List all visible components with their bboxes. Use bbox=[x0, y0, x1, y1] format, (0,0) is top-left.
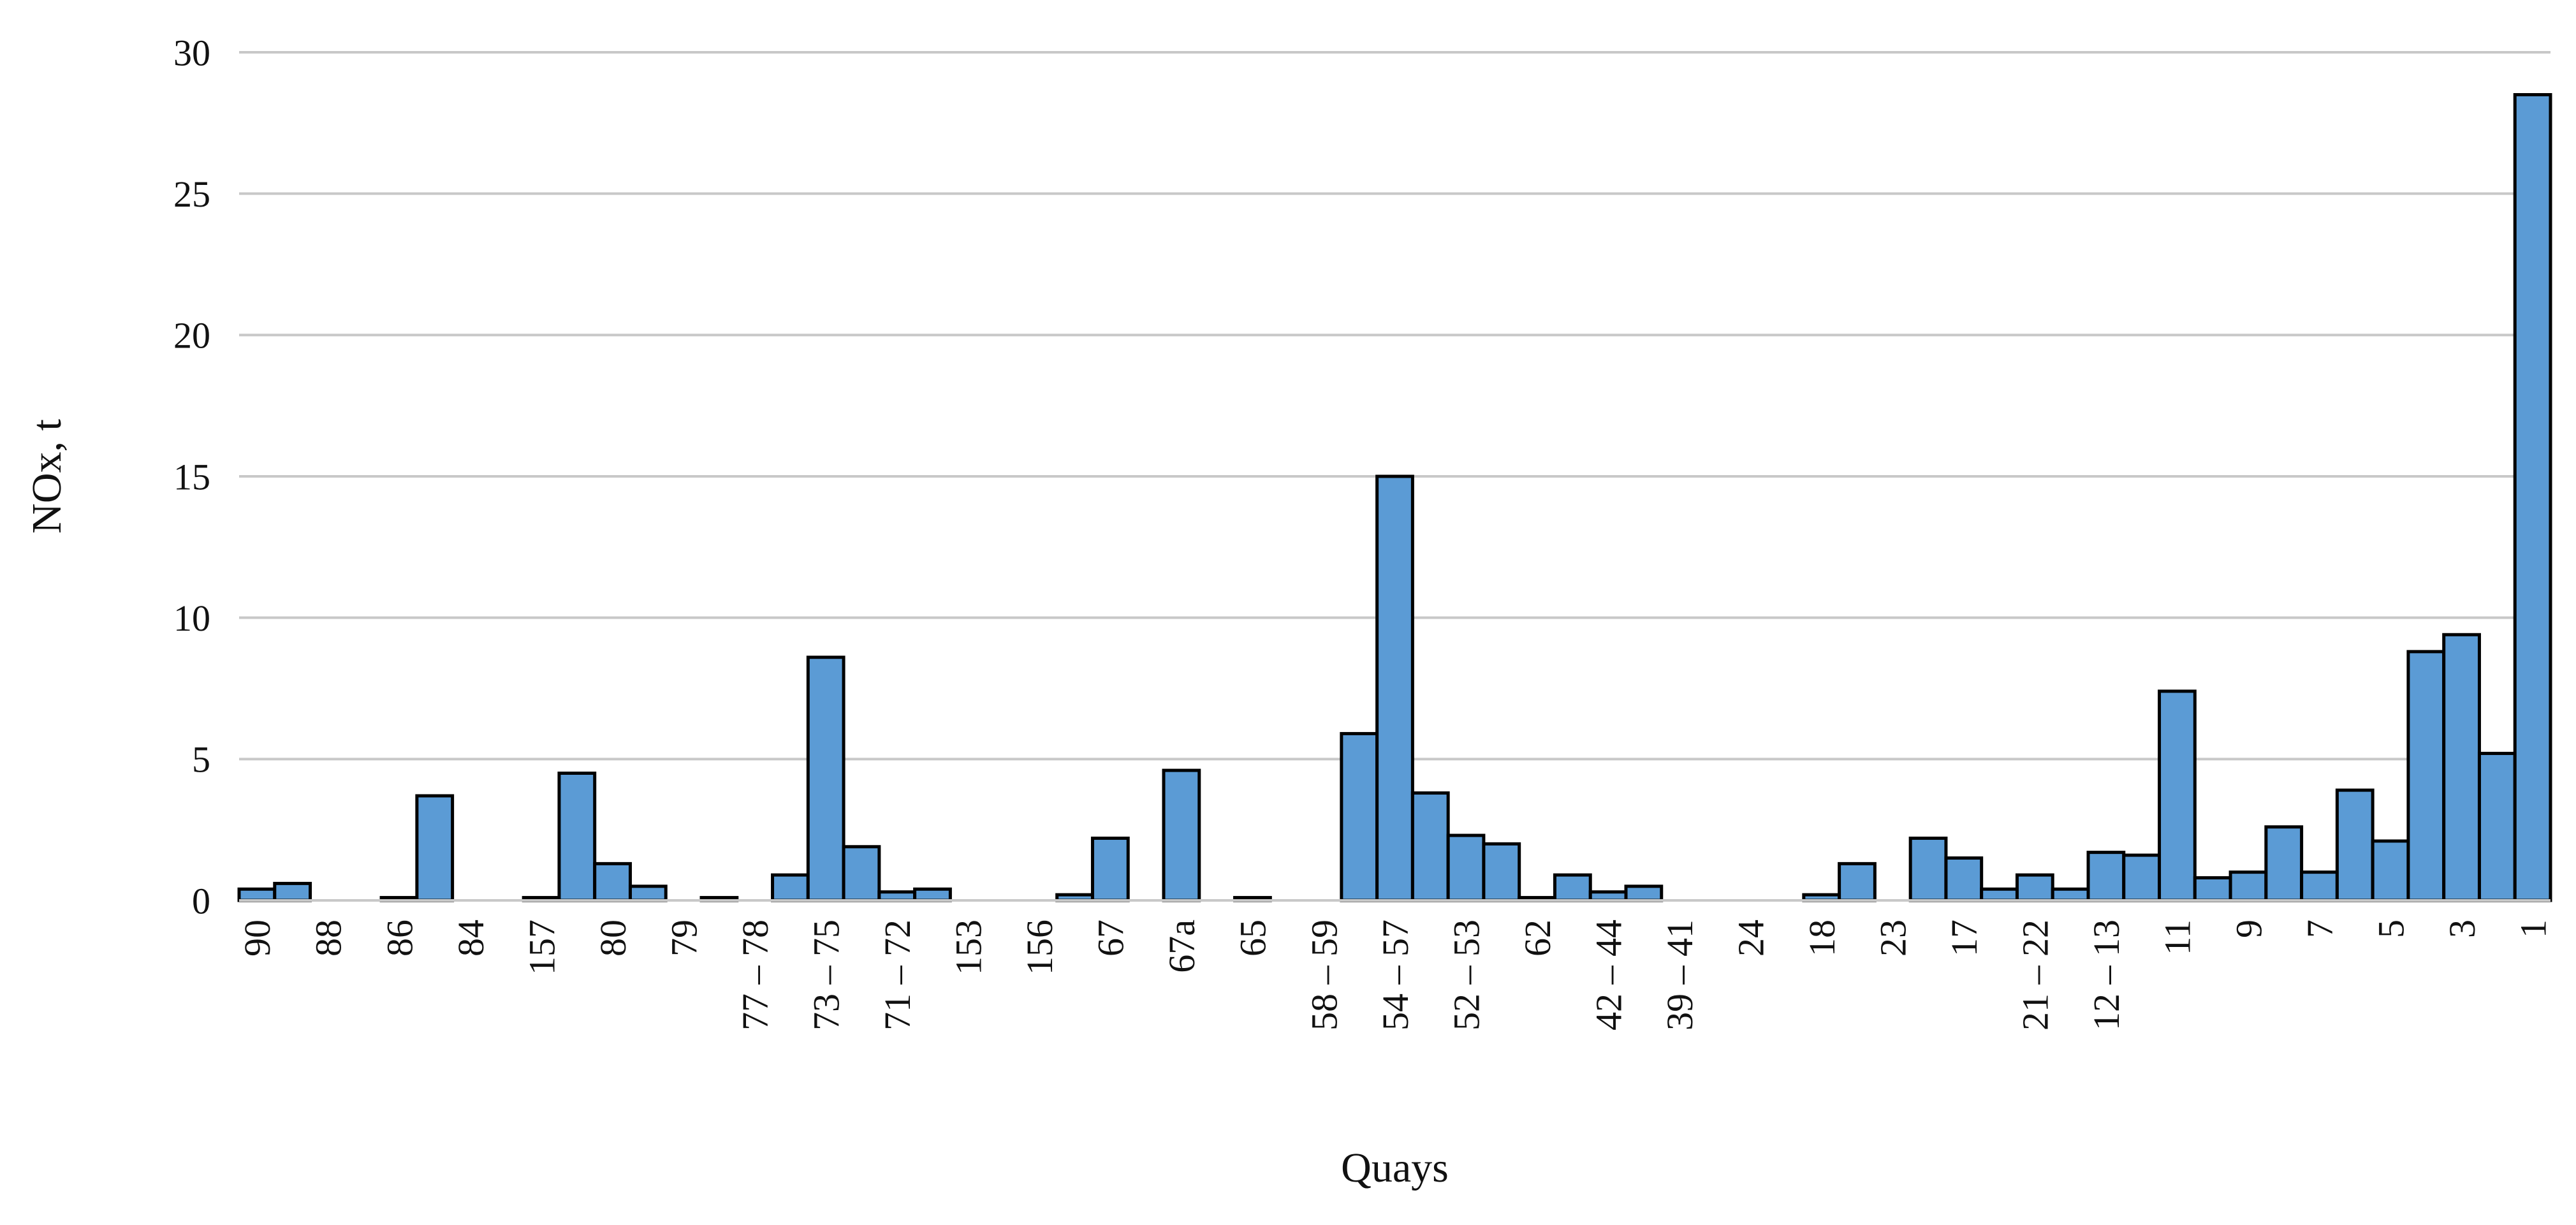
x-tick-label: 52 – 53 bbox=[1445, 920, 1487, 1031]
bar bbox=[842, 845, 881, 902]
x-tick-label: 79 bbox=[663, 920, 705, 957]
bar bbox=[1624, 884, 1664, 902]
bar bbox=[1340, 731, 1379, 902]
bar bbox=[771, 873, 810, 902]
y-tick-label: 10 bbox=[173, 598, 210, 639]
bar bbox=[237, 887, 277, 902]
bar bbox=[913, 887, 952, 902]
y-tick-label: 30 bbox=[173, 32, 210, 73]
bar bbox=[2264, 825, 2304, 902]
bar bbox=[2122, 853, 2162, 902]
x-tick-label: 71 – 72 bbox=[877, 920, 918, 1031]
bar bbox=[2513, 93, 2552, 902]
bar bbox=[2406, 650, 2446, 902]
x-tick-label: 77 – 78 bbox=[735, 920, 776, 1031]
x-tick-label: 86 bbox=[379, 920, 420, 957]
x-tick-label: 24 bbox=[1730, 920, 1771, 957]
bar bbox=[1553, 873, 1592, 902]
bar bbox=[2015, 873, 2054, 902]
bar bbox=[415, 794, 455, 902]
x-axis-label: Quays bbox=[1341, 1145, 1449, 1191]
x-tick-label: 5 bbox=[2370, 920, 2411, 938]
y-tick-label: 15 bbox=[173, 456, 210, 497]
y-tick-label: 0 bbox=[192, 880, 210, 921]
bar bbox=[1482, 842, 1521, 902]
bar bbox=[1446, 833, 1486, 902]
x-tick-label: 67 bbox=[1090, 920, 1132, 957]
bar bbox=[2335, 788, 2375, 902]
x-tick-label: 42 – 44 bbox=[1588, 920, 1629, 1031]
bar bbox=[1944, 856, 1984, 902]
x-tick-label: 58 – 59 bbox=[1303, 920, 1345, 1031]
bar bbox=[2051, 887, 2090, 902]
bar bbox=[1980, 887, 2019, 902]
x-tick-label: 65 bbox=[1233, 920, 1274, 957]
x-tick-label: 88 bbox=[308, 920, 349, 957]
bar bbox=[1375, 474, 1414, 902]
bar bbox=[1838, 862, 1877, 902]
bar bbox=[2371, 839, 2410, 902]
bar bbox=[1908, 836, 1948, 902]
x-tick-label: 21 – 22 bbox=[2015, 920, 2056, 1031]
x-tick-label: 156 bbox=[1019, 920, 1060, 975]
y-tick-label: 5 bbox=[192, 739, 210, 781]
x-tick-label: 90 bbox=[237, 920, 278, 957]
bar bbox=[273, 881, 312, 902]
x-tick-label: 39 – 41 bbox=[1659, 920, 1701, 1031]
x-tick-label: 9 bbox=[2228, 920, 2269, 938]
x-tick-label: 73 – 75 bbox=[805, 920, 847, 1031]
y-tick-label: 25 bbox=[173, 173, 210, 215]
bar bbox=[1090, 836, 1130, 902]
bar bbox=[557, 772, 597, 902]
bar bbox=[1162, 768, 1201, 902]
x-tick-label: 12 – 13 bbox=[2086, 920, 2127, 1031]
bar bbox=[2477, 751, 2517, 902]
bar bbox=[2442, 633, 2481, 902]
x-tick-label: 11 bbox=[2157, 920, 2199, 955]
x-tick-label: 3 bbox=[2441, 920, 2483, 938]
x-tick-label: 7 bbox=[2299, 920, 2341, 938]
x-tick-label: 62 bbox=[1517, 920, 1558, 957]
x-tick-label: 54 – 57 bbox=[1375, 920, 1416, 1031]
bar bbox=[2158, 689, 2197, 902]
bar bbox=[806, 656, 845, 902]
y-axis-tick-labels: 0 5 10 15 20 25 30 bbox=[173, 32, 210, 921]
bar bbox=[2300, 870, 2339, 902]
bar bbox=[2193, 876, 2232, 902]
x-axis-tick-labels: 90 88 86 84 157 80 79 77 – 78 73 – 75 71 – 72 153 1… bbox=[237, 920, 2554, 1031]
bar bbox=[628, 884, 668, 902]
bar bbox=[2086, 851, 2126, 902]
bar bbox=[1410, 791, 1450, 902]
x-tick-label: 153 bbox=[948, 920, 990, 975]
bar bbox=[2228, 870, 2268, 902]
bar bbox=[593, 862, 632, 902]
x-tick-label: 80 bbox=[592, 920, 634, 957]
x-tick-label: 157 bbox=[521, 920, 562, 975]
x-tick-label: 18 bbox=[1801, 920, 1843, 957]
x-tick-label: 1 bbox=[2512, 920, 2554, 938]
x-tick-label: 67a bbox=[1161, 920, 1203, 973]
y-tick-label: 20 bbox=[173, 315, 210, 356]
bars bbox=[237, 93, 2552, 902]
x-tick-label: 84 bbox=[450, 920, 492, 957]
x-tick-label: 17 bbox=[1943, 920, 1985, 957]
y-axis-label: NOx, t bbox=[24, 419, 70, 534]
x-tick-label: 23 bbox=[1873, 920, 1914, 957]
